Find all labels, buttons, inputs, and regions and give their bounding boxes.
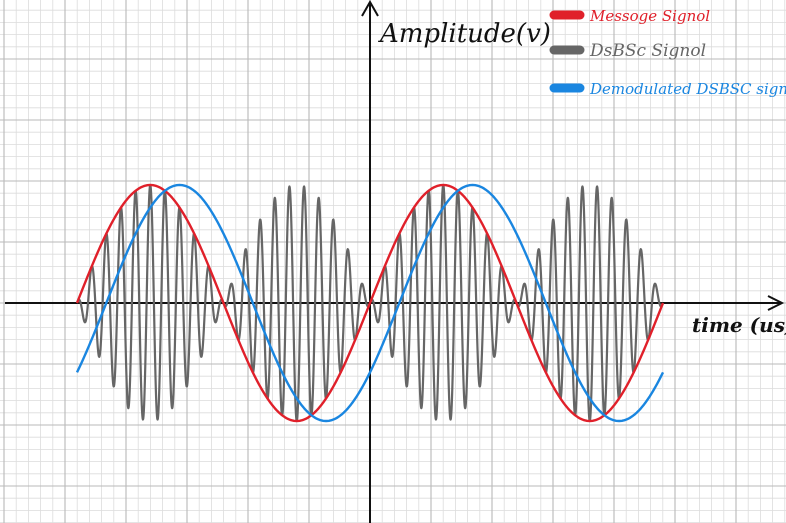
series-line-message: [75, 183, 665, 423]
series-line-demodulated: [75, 183, 665, 423]
legend-label-demodulated: Demodulated DSBSC signal: [589, 80, 786, 98]
legend-item-dsbsc: DsBSc Signol: [549, 41, 706, 61]
y-axis-arrow: [361, 0, 379, 17]
legend-item-message: Messoge Signol: [549, 7, 710, 25]
legend-label-message: Messoge Signol: [589, 7, 710, 25]
x-axis-label: time (us): [692, 313, 786, 337]
legend: Messoge Signol DsBSc Signol Demodulated …: [549, 7, 786, 98]
legend-label-dsbsc: DsBSc Signol: [589, 41, 706, 61]
series-layer: [75, 183, 665, 423]
y-axis-label: Amplitude(v): [378, 19, 551, 49]
legend-item-demodulated: Demodulated DSBSC signal: [549, 80, 786, 98]
x-axis-arrow: [767, 295, 785, 311]
